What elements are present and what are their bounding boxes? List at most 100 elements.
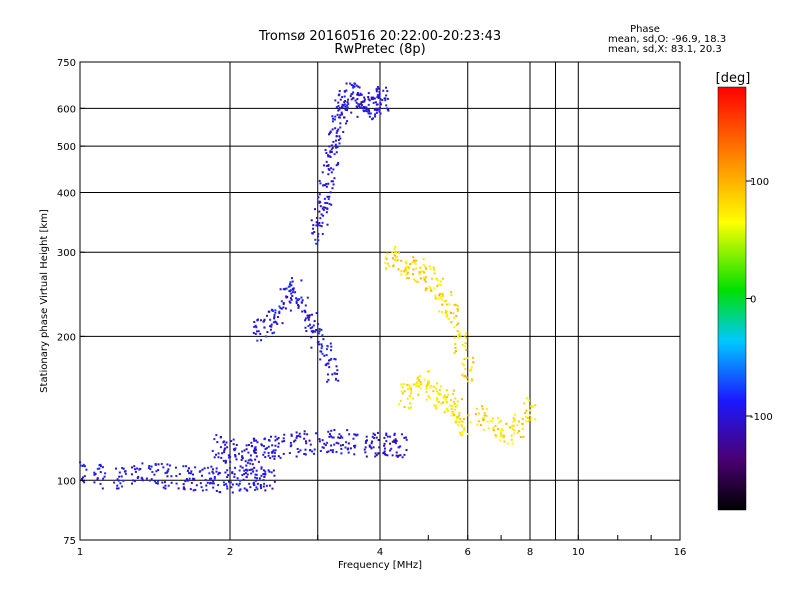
data-point (445, 389, 448, 392)
data-point (394, 259, 397, 262)
data-point (104, 472, 107, 475)
data-point (411, 261, 414, 264)
data-point (384, 99, 387, 102)
data-point (374, 455, 377, 458)
data-point (272, 449, 275, 452)
data-point (318, 210, 321, 213)
data-point (273, 451, 276, 454)
data-point (256, 482, 259, 485)
data-point (322, 164, 325, 167)
data-point (272, 450, 275, 453)
data-point (470, 367, 473, 370)
data-point (378, 446, 381, 449)
data-point (446, 315, 449, 318)
data-point (471, 378, 474, 381)
data-point (384, 262, 387, 265)
data-point (245, 464, 248, 467)
data-point (264, 437, 267, 440)
data-point (499, 439, 502, 442)
data-point (213, 476, 216, 479)
data-point (226, 476, 229, 479)
data-point (527, 399, 530, 402)
data-point (304, 311, 307, 314)
data-point (262, 485, 265, 488)
data-point (160, 462, 163, 465)
data-point (253, 484, 256, 487)
data-point (395, 251, 398, 254)
data-point (295, 300, 298, 303)
data-point (224, 460, 227, 463)
data-point (422, 276, 425, 279)
data-point (327, 167, 330, 170)
data-point (396, 455, 399, 458)
data-point (443, 411, 446, 414)
data-point (224, 443, 227, 446)
data-point (325, 164, 328, 167)
data-point (410, 389, 413, 392)
data-point (266, 331, 269, 334)
data-point (244, 472, 247, 475)
data-point (444, 399, 447, 402)
data-point (346, 101, 349, 104)
data-point (322, 338, 325, 341)
data-point (153, 480, 156, 483)
data-point (428, 265, 431, 268)
data-point (305, 329, 308, 332)
data-point (308, 323, 311, 326)
data-point (451, 405, 454, 408)
data-point (463, 334, 466, 337)
data-point (225, 483, 228, 486)
data-point (353, 444, 356, 447)
data-point (82, 476, 85, 479)
y-tick-label: 400 (57, 188, 76, 199)
data-point (365, 106, 368, 109)
data-point (454, 350, 457, 353)
data-point (529, 419, 532, 422)
data-point (367, 103, 370, 106)
data-point (224, 471, 227, 474)
data-point (367, 95, 370, 98)
data-point (317, 239, 320, 242)
data-point (354, 444, 357, 447)
data-point (343, 116, 346, 119)
data-point (235, 483, 238, 486)
data-point (230, 486, 233, 489)
data-point (164, 472, 167, 475)
data-point (399, 445, 402, 448)
data-point (235, 458, 238, 461)
data-point (134, 468, 137, 471)
data-point (265, 314, 268, 317)
data-point (188, 472, 191, 475)
y-tick-label: 100 (57, 476, 76, 487)
data-point (372, 446, 375, 449)
data-point (334, 139, 337, 142)
data-point (513, 432, 516, 435)
data-point (198, 470, 201, 473)
data-point (378, 94, 381, 97)
data-point (337, 104, 340, 107)
data-point (274, 311, 277, 314)
data-point (251, 468, 254, 471)
x-tick-label: 10 (572, 547, 585, 558)
data-point (514, 413, 517, 416)
data-point (327, 362, 330, 365)
data-point (331, 115, 334, 118)
data-point (356, 433, 359, 436)
data-point (424, 287, 427, 290)
data-point (260, 444, 263, 447)
data-point (243, 469, 246, 472)
data-point (418, 374, 421, 377)
data-point (329, 342, 332, 345)
data-point (267, 454, 270, 457)
data-point (330, 144, 333, 147)
data-point (353, 82, 356, 85)
data-point (96, 467, 99, 470)
data-point (453, 351, 456, 354)
data-point (397, 454, 400, 457)
data-point (231, 491, 234, 494)
data-point (200, 486, 203, 489)
data-point (435, 277, 438, 280)
data-point (253, 439, 256, 442)
data-point (441, 298, 444, 301)
data-point (337, 139, 340, 142)
